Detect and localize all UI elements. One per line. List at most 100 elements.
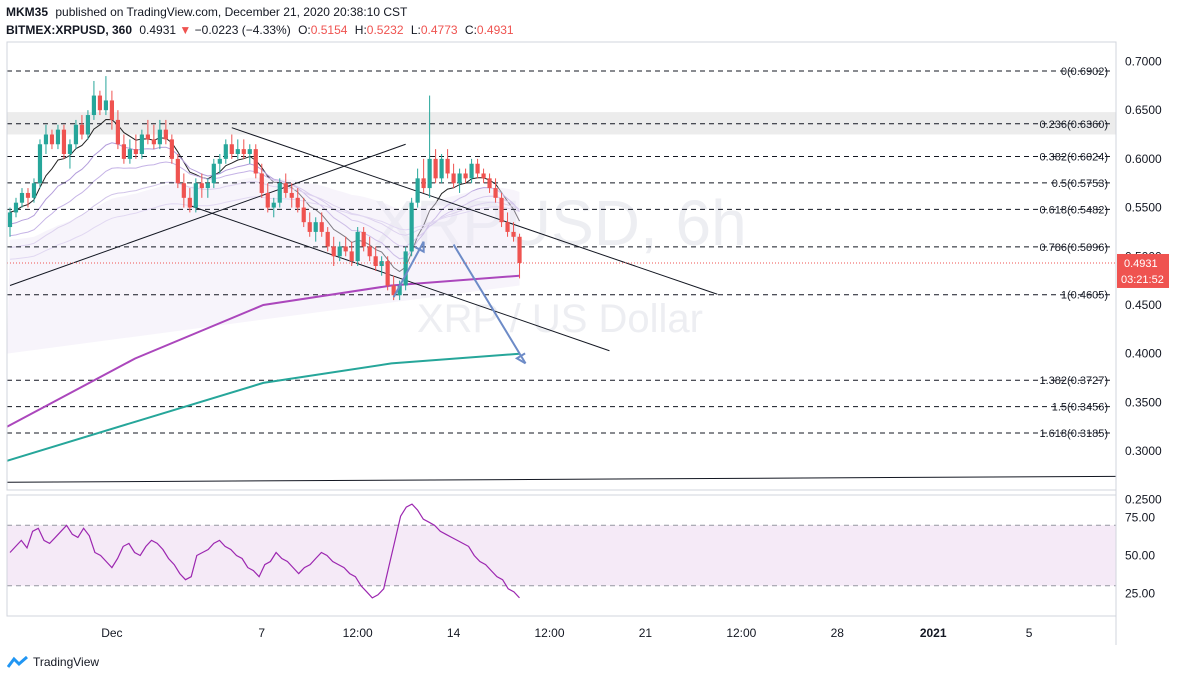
candle-body bbox=[157, 129, 162, 145]
change-down-icon: ▼ bbox=[179, 23, 192, 37]
candle-body bbox=[211, 163, 216, 184]
moving-average-line bbox=[9, 142, 520, 260]
fib-level-label: 1.618(0.3185) bbox=[1040, 428, 1109, 440]
candle-body bbox=[91, 95, 97, 116]
candle-body bbox=[361, 231, 366, 247]
x-tick-label: 12:00 bbox=[534, 626, 564, 640]
candle-body bbox=[313, 222, 318, 232]
resistance-zone-band bbox=[7, 112, 1116, 135]
candle-body bbox=[379, 261, 384, 266]
candle-body bbox=[79, 124, 85, 135]
candle-body bbox=[235, 149, 240, 154]
candle-body bbox=[343, 246, 348, 252]
candle-body bbox=[241, 149, 246, 154]
candle-body bbox=[439, 158, 444, 179]
candle-body bbox=[61, 129, 67, 154]
candle-body bbox=[217, 158, 222, 164]
candle-body bbox=[421, 178, 426, 189]
fib-level-label: 0.786(0.5096) bbox=[1040, 242, 1109, 254]
candle-body bbox=[73, 124, 79, 145]
x-tick-label: 2021 bbox=[920, 626, 947, 640]
y-tick-label: 0.3000 bbox=[1125, 444, 1162, 458]
fib-level-label: 1.5(0.3456) bbox=[1052, 402, 1108, 414]
axes: 0.70000.65000.60000.55000.50000.45000.40… bbox=[6, 41, 1162, 645]
rsi-tick-label: 25.00 bbox=[1125, 586, 1155, 600]
candle-body bbox=[511, 231, 516, 237]
candle-body bbox=[475, 163, 480, 174]
projection-arrows[interactable] bbox=[392, 241, 527, 365]
x-tick-label: 12:00 bbox=[726, 626, 756, 640]
arrow-shaft bbox=[392, 241, 425, 298]
author-name[interactable]: MKM35 bbox=[6, 5, 49, 19]
candle-body bbox=[31, 183, 37, 198]
candle-body bbox=[493, 188, 498, 198]
candle-body bbox=[319, 222, 324, 232]
candle-body bbox=[103, 100, 109, 111]
candle-body bbox=[67, 144, 73, 154]
candle-body bbox=[259, 173, 264, 193]
fib-level-label: 0.5(0.5753) bbox=[1052, 178, 1108, 190]
x-tick-label: 21 bbox=[639, 626, 653, 640]
tradingview-logo-icon bbox=[7, 656, 28, 668]
candle-body bbox=[433, 158, 438, 179]
ema-200-line bbox=[6, 352, 520, 462]
candle-body bbox=[397, 285, 402, 296]
candle-body bbox=[133, 149, 138, 154]
symbol-info: BITMEX:XRPUSD, 360 0.4931 ▼ −0.0223 (−4.… bbox=[6, 23, 514, 37]
candle-body bbox=[385, 261, 390, 286]
y-tick-label: 0.2500 bbox=[1125, 493, 1162, 507]
candle-body bbox=[247, 149, 252, 154]
close-label: C: bbox=[464, 23, 477, 37]
x-tick-label: 28 bbox=[831, 626, 845, 640]
high-label: H: bbox=[354, 23, 367, 37]
arrow-shaft bbox=[452, 244, 527, 364]
x-tick-label: Dec bbox=[101, 626, 122, 640]
candle-body bbox=[307, 222, 312, 232]
symbol-name[interactable]: BITMEX:XRPUSD, 360 bbox=[6, 23, 133, 37]
price-badge-value: 0.4931 bbox=[1124, 258, 1158, 270]
candle-body bbox=[223, 144, 228, 159]
candle-body bbox=[193, 183, 198, 208]
rsi-line bbox=[9, 503, 520, 599]
candle-body bbox=[415, 178, 420, 203]
x-tick-label: 12:00 bbox=[343, 626, 373, 640]
candle-body bbox=[349, 251, 354, 262]
candle-body bbox=[115, 119, 120, 145]
fib-level-label: 1.382(0.3727) bbox=[1040, 375, 1109, 387]
open-label: O: bbox=[298, 23, 311, 37]
y-tick-label: 0.3500 bbox=[1125, 395, 1162, 409]
candle-body bbox=[37, 144, 43, 184]
candle-body bbox=[253, 149, 258, 174]
candle-body bbox=[481, 173, 486, 179]
rsi-band bbox=[7, 525, 1116, 586]
candle-body bbox=[25, 192, 31, 198]
candle-body bbox=[271, 202, 276, 208]
candle-body bbox=[373, 256, 378, 266]
high-value: 0.5232 bbox=[366, 23, 404, 37]
candle-body bbox=[337, 246, 342, 257]
tradingview-brand[interactable]: TradingView bbox=[7, 655, 99, 669]
candle-body bbox=[187, 197, 192, 208]
rsi-tick-label: 75.00 bbox=[1125, 511, 1155, 525]
trendline bbox=[231, 127, 718, 295]
watermark-subtitle: XRP / US Dollar bbox=[417, 297, 703, 341]
candle-body bbox=[469, 163, 474, 179]
candle-body bbox=[463, 173, 468, 179]
trendlines[interactable] bbox=[9, 127, 718, 352]
price-badge-countdown: 03:21:52 bbox=[1121, 274, 1164, 286]
y-tick-label: 0.7000 bbox=[1125, 54, 1162, 68]
candle-body bbox=[151, 139, 156, 145]
candle-body bbox=[283, 183, 288, 193]
candles bbox=[7, 76, 1116, 301]
candle-body bbox=[367, 246, 372, 257]
candle-body bbox=[169, 139, 174, 159]
rsi-tick-label: 50.00 bbox=[1125, 549, 1155, 563]
candle-body bbox=[517, 236, 522, 263]
fib-levels[interactable]: 0(0.6902) 0.236(0.6360) 0.382(0.6024) 0.5(0… bbox=[7, 66, 1110, 440]
candle-body bbox=[451, 173, 456, 184]
fib-level-label: 0.382(0.6024) bbox=[1040, 152, 1109, 164]
fib-level-label: 0(0.6902) bbox=[1061, 66, 1108, 78]
candle-body bbox=[265, 192, 270, 208]
candle-body bbox=[403, 251, 408, 286]
